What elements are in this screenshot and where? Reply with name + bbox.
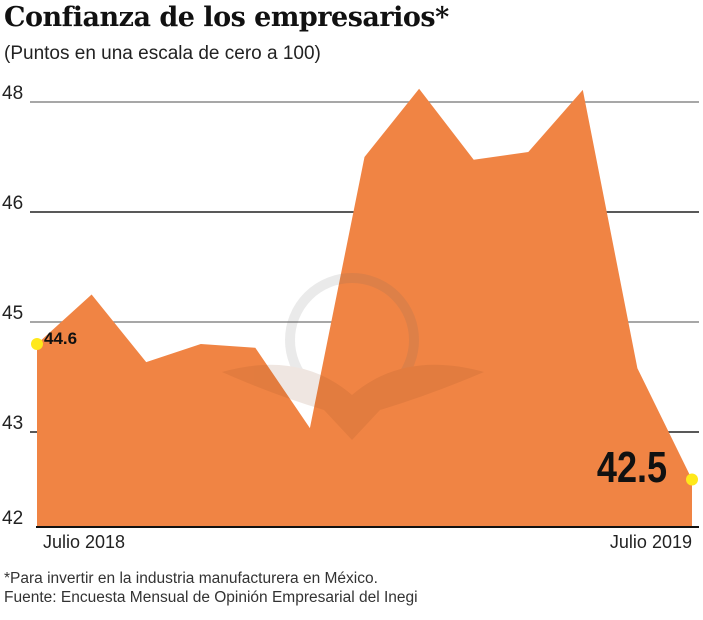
annotation-end-value: 42.5	[597, 443, 667, 492]
y-tick-label: 45	[2, 303, 23, 324]
chart-subtitle: (Puntos en una escala de cero a 100)	[4, 43, 321, 64]
data-point-marker	[686, 473, 698, 486]
source-note: Fuente: Encuesta Mensual de Opinión Empr…	[4, 589, 418, 606]
area-series	[37, 88, 692, 528]
y-tick-label: 42	[2, 508, 23, 529]
x-tick-label-start: Julio 2018	[43, 532, 125, 552]
footnote: *Para invertir en la industria manufactu…	[4, 570, 378, 587]
y-tick-label: 46	[2, 193, 23, 214]
chart-title: Confianza de los empresarios*	[4, 2, 449, 33]
watermark-logo-icon	[222, 273, 484, 440]
data-point-marker	[31, 338, 43, 350]
area-chart: 48 46 45 43 42 44.6 42.5 Julio 2018 Julio 20…	[2, 83, 699, 552]
y-tick-label: 48	[2, 83, 23, 104]
annotation-start-value: 44.6	[44, 329, 77, 348]
markers	[31, 338, 698, 486]
y-axis-labels: 48 46 45 43 42	[2, 83, 23, 529]
y-tick-label: 43	[2, 413, 23, 434]
x-tick-label-end: Julio 2019	[610, 532, 692, 552]
